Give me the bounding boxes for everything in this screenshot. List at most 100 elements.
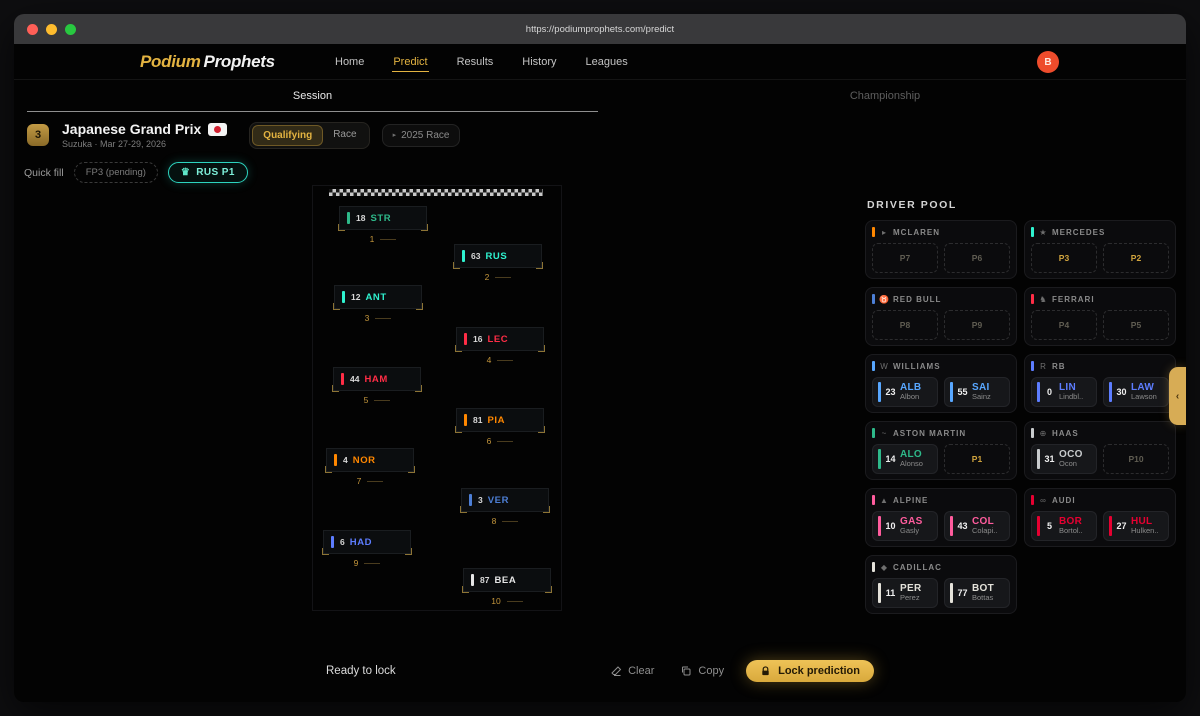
team-slots: 5 BOR Bortol.. 27 HUL Hulken.. xyxy=(1031,511,1169,541)
driver-code: ALB xyxy=(900,382,922,393)
team-header: ▸ MCLAREN xyxy=(872,226,1010,238)
position-placeholder-p9[interactable]: P9 xyxy=(944,310,1010,340)
maximize-window-icon[interactable] xyxy=(65,23,76,35)
bracket-driver-card-rus[interactable]: 63 RUS xyxy=(453,244,543,269)
position-placeholder-p5[interactable]: P5 xyxy=(1103,310,1169,340)
close-window-icon[interactable] xyxy=(27,23,38,35)
position-placeholder-p3[interactable]: P3 xyxy=(1031,243,1097,273)
bracket-slot-2: 63 RUS 2 xyxy=(453,244,543,282)
driver-number: 44 xyxy=(350,374,360,384)
bracket-driver-card-ant[interactable]: 12 ANT xyxy=(333,285,423,310)
driver-code: BEA xyxy=(494,574,517,586)
nav-history[interactable]: History xyxy=(522,56,557,68)
team-header: ~ ASTON MARTIN xyxy=(872,427,1010,439)
checkered-flag-strip xyxy=(329,189,543,196)
team-name: HAAS xyxy=(1052,428,1079,438)
team-color-bar xyxy=(334,454,337,466)
nav-leagues[interactable]: Leagues xyxy=(585,56,628,68)
team-header: W WILLIAMS xyxy=(872,360,1010,372)
bracket-driver-card-lec[interactable]: 16 LEC xyxy=(455,327,545,352)
driver-number: 43 xyxy=(957,521,968,531)
driver-chip-bor[interactable]: 5 BOR Bortol.. xyxy=(1031,511,1097,541)
lock-prediction-button[interactable]: Lock prediction xyxy=(746,660,874,682)
session-button-qualifying[interactable]: Qualifying xyxy=(252,124,324,146)
position-placeholder-p1[interactable]: P1 xyxy=(944,444,1010,474)
bracket-driver-card-ham[interactable]: 44 HAM xyxy=(332,367,422,392)
side-panel-toggle[interactable]: ‹ xyxy=(1169,367,1186,425)
team-color-bar xyxy=(872,428,875,438)
copy-button[interactable]: Copy xyxy=(680,665,724,677)
driver-chip-bot[interactable]: 77 BOT Bottas xyxy=(944,578,1010,608)
team-card-red-bull: ♉ RED BULL P8 P9 xyxy=(865,287,1017,346)
driver-chip-lin[interactable]: 0 LIN Lindbl.. xyxy=(1031,377,1097,407)
haas-logo-icon: ⊕ xyxy=(1039,428,1047,438)
position-placeholder-p6[interactable]: P6 xyxy=(944,243,1010,273)
quick-fill-label: Quick fill xyxy=(24,166,64,179)
bracket-slot-8: 3 VER 8 xyxy=(460,488,550,526)
driver-chip-alo[interactable]: 14 ALO Alonso xyxy=(872,444,938,474)
app-logo: Podium Prophets xyxy=(140,52,275,71)
driver-number: 12 xyxy=(351,292,361,302)
driver-chip-hul[interactable]: 27 HUL Hulken.. xyxy=(1103,511,1169,541)
session-button-race[interactable]: Race xyxy=(333,128,357,140)
team-color-bar xyxy=(878,382,881,402)
driver-chip-law[interactable]: 30 LAW Lawson xyxy=(1103,377,1169,407)
driver-chip-sai[interactable]: 55 SAI Sainz xyxy=(944,377,1010,407)
team-slots: P3 P2 xyxy=(1031,243,1169,273)
position-placeholder-p7[interactable]: P7 xyxy=(872,243,938,273)
team-header: ▲ ALPINE xyxy=(872,494,1010,506)
position-number: 3 xyxy=(334,313,422,323)
driver-chip-per[interactable]: 11 PER Perez xyxy=(872,578,938,608)
team-name: FERRARI xyxy=(1052,294,1095,304)
team-header: R RB xyxy=(1031,360,1169,372)
tab-championship[interactable]: Championship xyxy=(849,90,921,102)
audi-logo-icon: ∞ xyxy=(1040,495,1046,505)
team-color-bar xyxy=(469,494,472,506)
position-placeholder-p10[interactable]: P10 xyxy=(1103,444,1169,474)
team-color-bar xyxy=(872,495,875,505)
nav-results[interactable]: Results xyxy=(456,56,494,68)
driver-number: 30 xyxy=(1116,387,1127,397)
bracket-slot-4: 16 LEC 4 xyxy=(455,327,545,365)
nav-home[interactable]: Home xyxy=(335,56,365,68)
team-card-ferrari: ♞ FERRARI P4 P5 xyxy=(1024,287,1176,346)
driver-chip-gas[interactable]: 10 GAS Gasly xyxy=(872,511,938,541)
bracket-driver-card-bea[interactable]: 87 BEA xyxy=(462,568,552,593)
driver-chip-oco[interactable]: 31 OCO Ocon xyxy=(1031,444,1097,474)
position-placeholder-p4[interactable]: P4 xyxy=(1031,310,1097,340)
team-slots: P8 P9 xyxy=(872,310,1010,340)
ferrari-logo-icon: ♞ xyxy=(1039,294,1047,304)
team-color-bar xyxy=(1037,516,1040,536)
fp3-pending-chip[interactable]: FP3 (pending) xyxy=(73,162,158,183)
nav-predict[interactable]: Predict xyxy=(392,52,429,72)
mercedes-logo-icon: ★ xyxy=(1039,227,1047,237)
driver-code: VER xyxy=(487,494,510,506)
minimize-window-icon[interactable] xyxy=(46,23,57,35)
red-bull-logo-icon: ♉ xyxy=(879,294,889,304)
team-color-bar xyxy=(462,250,465,262)
driver-code: LIN xyxy=(1059,382,1077,393)
driver-chip-alb[interactable]: 23 ALB Albon xyxy=(872,377,938,407)
bracket-driver-card-ver[interactable]: 3 VER xyxy=(460,488,550,513)
bracket-driver-card-pia[interactable]: 81 PIA xyxy=(455,408,545,433)
driver-number: 81 xyxy=(473,415,483,425)
team-color-bar xyxy=(878,449,881,469)
team-slots: 10 GAS Gasly 43 COL Colapi.. xyxy=(872,511,1010,541)
position-placeholder-p8[interactable]: P8 xyxy=(872,310,938,340)
year-race-button[interactable]: ▸ 2025 Race xyxy=(381,123,461,147)
url-bar[interactable]: https://podiumprophets.com/predict xyxy=(525,23,675,35)
copy-icon xyxy=(682,666,691,676)
position-placeholder-p2[interactable]: P2 xyxy=(1103,243,1169,273)
bracket-driver-card-str[interactable]: 18 STR xyxy=(338,206,428,231)
team-name: AUDI xyxy=(1052,495,1076,505)
user-avatar[interactable]: B xyxy=(1037,51,1059,73)
tab-session[interactable]: Session xyxy=(27,90,598,112)
team-color-bar xyxy=(878,516,881,536)
driver-chip-col[interactable]: 43 COL Colapi.. xyxy=(944,511,1010,541)
lock-icon xyxy=(762,665,769,675)
rus-p1-suggestion-chip[interactable]: ♛ RUS P1 xyxy=(167,162,248,183)
bracket-driver-card-nor[interactable]: 4 NOR xyxy=(325,448,415,473)
bracket-driver-card-had[interactable]: 6 HAD xyxy=(322,530,412,555)
clear-button[interactable]: Clear xyxy=(610,665,654,677)
williams-logo-icon: W xyxy=(880,361,888,371)
